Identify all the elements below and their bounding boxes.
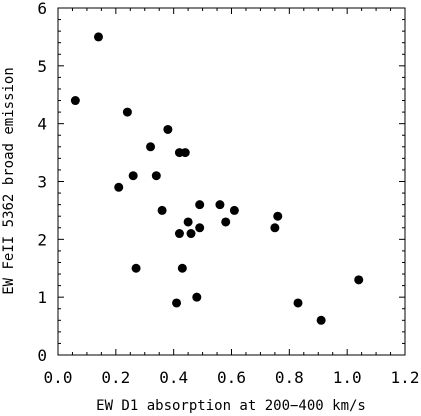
x-tick-label: 0.2 bbox=[101, 368, 130, 387]
data-point bbox=[195, 200, 205, 210]
data-point bbox=[172, 298, 182, 308]
data-point bbox=[195, 223, 205, 233]
data-point bbox=[192, 292, 202, 302]
data-points bbox=[70, 32, 364, 325]
x-tick-label: 0.0 bbox=[44, 368, 73, 387]
data-point bbox=[354, 275, 364, 285]
plot-frame bbox=[57, 7, 406, 356]
data-point bbox=[229, 205, 239, 215]
data-point bbox=[183, 217, 193, 227]
data-point bbox=[273, 211, 283, 221]
data-point bbox=[93, 32, 103, 42]
data-point bbox=[128, 171, 138, 181]
data-point bbox=[114, 182, 124, 192]
data-point bbox=[177, 263, 187, 273]
data-point bbox=[70, 96, 80, 106]
data-point bbox=[180, 148, 190, 158]
y-axis-title: EW FeII 5362 broad emission bbox=[1, 67, 17, 295]
x-tick-label: 0.6 bbox=[217, 368, 246, 387]
x-tick-label: 1.2 bbox=[391, 368, 420, 387]
data-point bbox=[215, 200, 225, 210]
y-tick-label: 2 bbox=[37, 230, 47, 249]
y-tick-label: 4 bbox=[37, 115, 47, 134]
x-tick-label: 0.8 bbox=[275, 368, 304, 387]
x-tick-label: 0.4 bbox=[159, 368, 188, 387]
y-tick-label: 3 bbox=[37, 173, 47, 192]
data-point bbox=[221, 217, 231, 227]
data-point bbox=[151, 171, 161, 181]
data-point bbox=[157, 205, 167, 215]
data-point bbox=[293, 298, 303, 308]
data-point bbox=[122, 107, 132, 117]
axis-tick-labels: 0.0 0.2 0.4 0.6 0.8 1.0 1.2 0 1 2 3 4 5 6 bbox=[37, 0, 419, 387]
data-point bbox=[131, 263, 141, 273]
data-point bbox=[163, 124, 173, 134]
data-point bbox=[270, 223, 280, 233]
y-tick-label: 6 bbox=[37, 0, 47, 18]
data-point bbox=[146, 142, 156, 152]
y-tick-label: 0 bbox=[37, 346, 47, 365]
data-point bbox=[316, 315, 326, 325]
data-point bbox=[186, 229, 196, 239]
x-axis-title: EW D1 absorption at 200−400 km/s bbox=[96, 398, 366, 414]
y-tick-label: 1 bbox=[37, 288, 47, 307]
data-point bbox=[174, 229, 184, 239]
x-tick-label: 1.0 bbox=[333, 368, 362, 387]
y-tick-label: 5 bbox=[37, 57, 47, 76]
axis-ticks bbox=[57, 7, 406, 356]
